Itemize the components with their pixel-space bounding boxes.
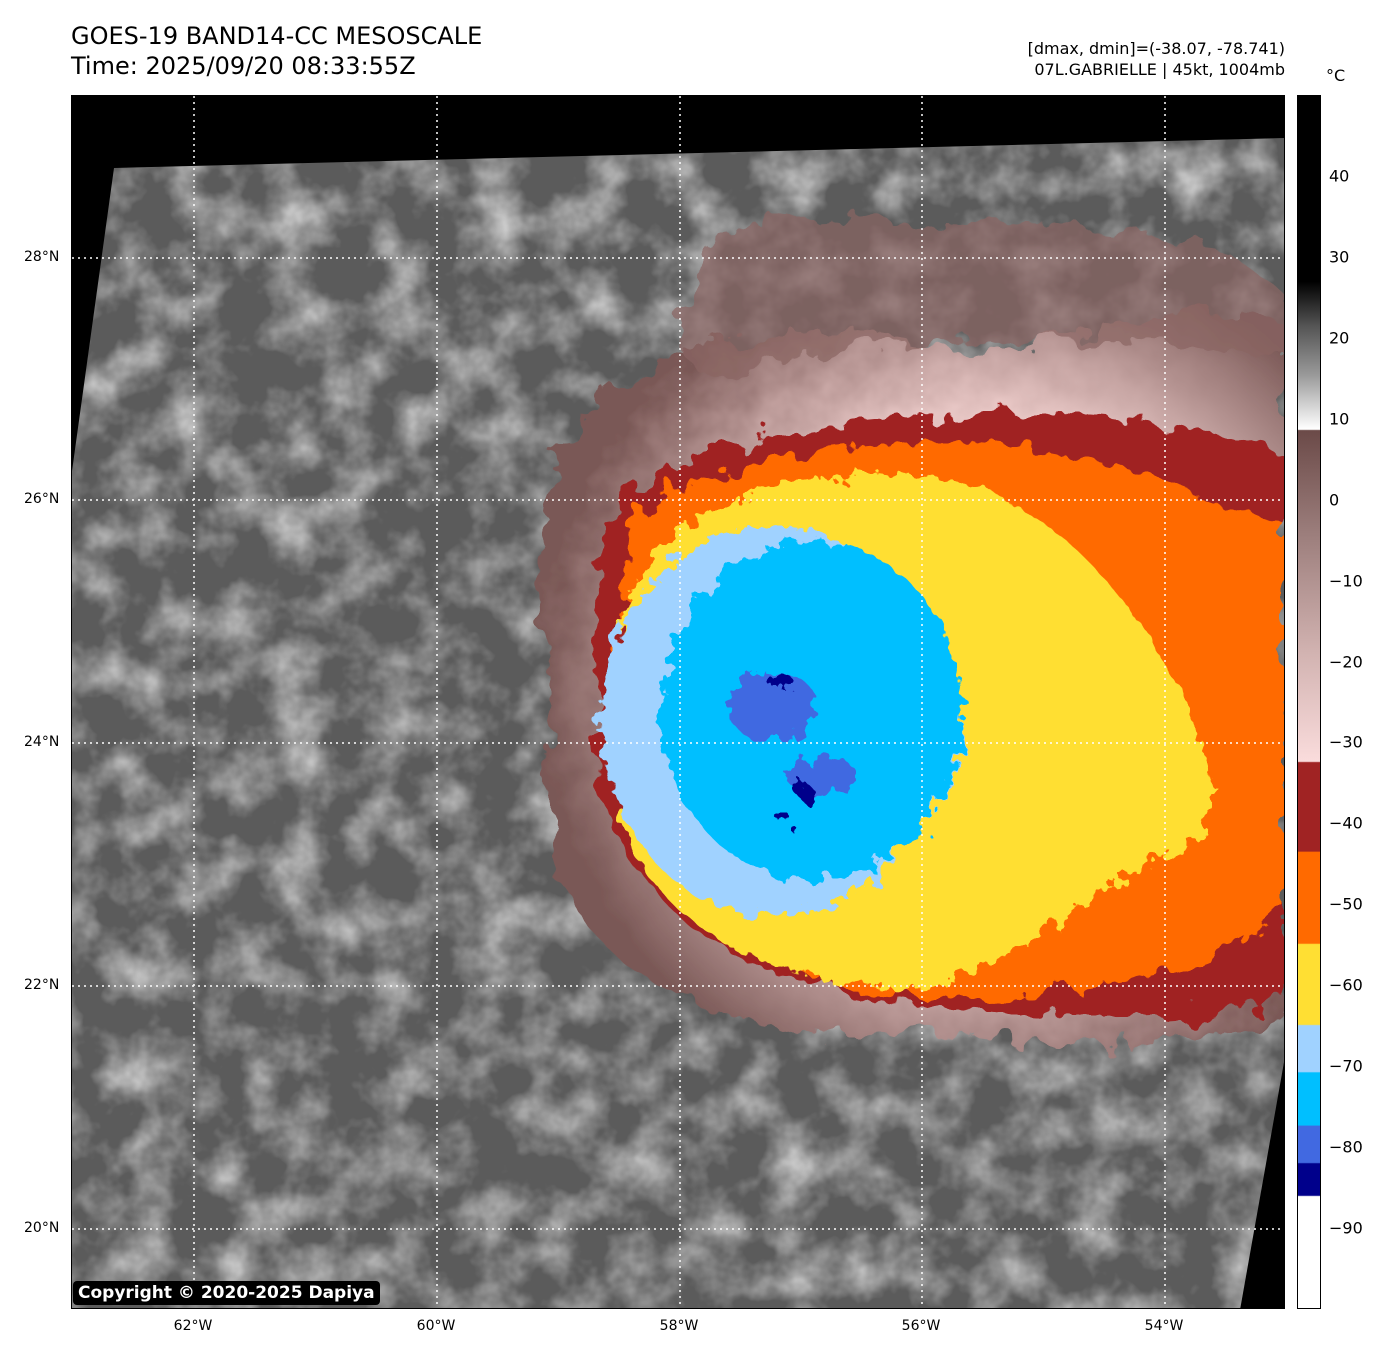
colorbar-tick-label: −40 — [1329, 813, 1363, 833]
satellite-image-map — [71, 95, 1285, 1309]
colorbar-tick-label: 30 — [1329, 247, 1350, 267]
colorbar-tick-label: 10 — [1329, 409, 1350, 429]
lat-label: 20°N — [24, 1220, 60, 1236]
colorbar-unit: °C — [1326, 66, 1346, 85]
lon-label: 58°W — [659, 1318, 699, 1334]
copyright-label: Copyright © 2020-2025 Dapiya — [73, 1281, 380, 1305]
lon-label: 60°W — [416, 1318, 456, 1334]
lat-label: 24°N — [24, 734, 60, 750]
colorbar-tick-label: −20 — [1329, 652, 1363, 672]
lat-label: 26°N — [24, 491, 60, 507]
cold-cloud-tops — [602, 474, 1215, 987]
colorbar-tick-label: 20 — [1329, 328, 1350, 348]
storm-info: 07L.GABRIELLE | 45kt, 1004mb — [1034, 60, 1285, 79]
no-data-region-top — [72, 96, 1284, 471]
colorbar-tick-label: −70 — [1329, 1056, 1363, 1076]
no-data-region-bottom-right — [1240, 1062, 1284, 1308]
colorbar-tick-label: −10 — [1329, 571, 1363, 591]
lon-label: 62°W — [173, 1318, 213, 1334]
colorbar-tick-label: 40 — [1329, 166, 1350, 186]
figure-title: GOES-19 BAND14-CC MESOSCALE — [71, 22, 483, 50]
lon-label: 56°W — [901, 1318, 941, 1334]
colorbar-tick-label: −50 — [1329, 894, 1363, 914]
colorbar-tick-label: −30 — [1329, 732, 1363, 752]
lat-label: 28°N — [24, 249, 60, 265]
dmax-dmin-range: [dmax, dmin]=(-38.07, -78.741) — [1027, 39, 1285, 58]
lon-label: 54°W — [1144, 1318, 1184, 1334]
colorbar-tick-label: −90 — [1329, 1218, 1363, 1238]
colorbar-tick-label: 0 — [1329, 490, 1340, 510]
colorbar — [1297, 95, 1321, 1309]
graticule — [72, 96, 1284, 1308]
colorbar-tick-label: −60 — [1329, 975, 1363, 995]
lat-label: 22°N — [24, 977, 60, 993]
colorbar-tick-label: −80 — [1329, 1137, 1363, 1157]
figure-time: Time: 2025/09/20 08:33:55Z — [71, 52, 416, 80]
